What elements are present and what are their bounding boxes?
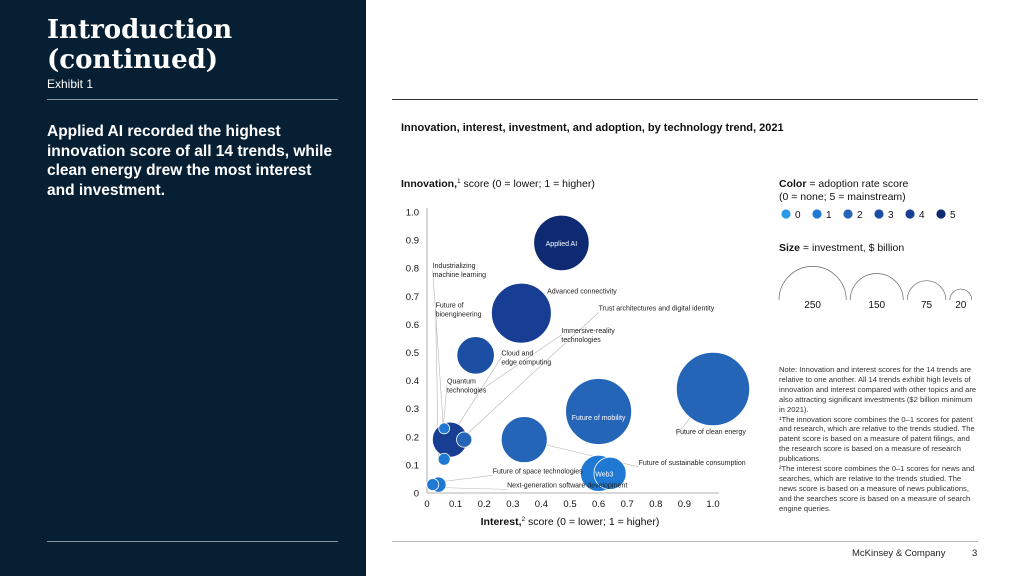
color-legend-swatch: [936, 209, 946, 219]
bubble-web3: [593, 456, 627, 490]
size-legend-label: 150: [868, 300, 885, 311]
bubble-label: Future of mobility: [572, 415, 626, 422]
size-legend-arc: [906, 280, 947, 301]
x-tick-label: 0.3: [506, 499, 519, 510]
left-divider-bottom: [47, 541, 338, 542]
bubble-label: Immersive-reality technologies: [561, 328, 615, 344]
color-legend-swatch: [781, 209, 791, 219]
x-tick-label: 0.5: [563, 499, 576, 510]
y-tick-label: 0.3: [406, 404, 419, 415]
bubble-future-of-mobility: [565, 378, 632, 445]
note-general: Note: Innovation and interest scores for…: [779, 365, 977, 414]
bubble-label: Trust architectures and digital identity: [599, 305, 715, 312]
note-interest: ²The interest score combines the 0–1 sco…: [779, 464, 975, 513]
size-legend-label: 250: [804, 300, 821, 311]
bubble-future-of-clean-energy: [675, 351, 751, 427]
chart-notes: Note: Innovation and interest scores for…: [779, 365, 977, 514]
size-legend-arc: [778, 266, 847, 301]
size-legend-label: 75: [921, 300, 933, 311]
leader-line: [478, 334, 562, 393]
x-axis-title: Interest,2 score (0 = lower; 1 = higher): [481, 516, 660, 528]
bubble-label: Future of space technologies: [493, 468, 583, 475]
bubble-label: Web3: [595, 471, 613, 478]
y-tick-label: 0.2: [406, 432, 419, 443]
x-tick-label: 0.7: [621, 499, 634, 510]
bubble-next-generation-software-development: [426, 478, 440, 491]
bubble-label: Industrializing machine learning: [433, 263, 486, 279]
left-panel: Introduction (continued) Exhibit 1 Appli…: [0, 0, 366, 576]
color-legend-swatch: [843, 209, 853, 219]
x-tick-label: 0.6: [592, 499, 605, 510]
y-axis-title: Innovation,1 score (0 = lower; 1 = highe…: [401, 178, 595, 190]
bubble-label: Advanced connectivity: [547, 288, 617, 295]
y-tick-label: 1.0: [406, 208, 419, 219]
bubble-label: Applied AI: [546, 241, 578, 248]
color-legend-label: 3: [888, 210, 894, 221]
bubble-cloud-and-edge-computing: [500, 416, 548, 463]
color-legend-title: Color = adoption rate score (0 = none; 5…: [779, 178, 979, 204]
bubble-label: Future of bioengineering: [436, 303, 482, 319]
left-divider-top: [47, 99, 338, 100]
color-legend-swatch: [905, 209, 915, 219]
color-legend-label: 4: [919, 210, 925, 221]
size-legend-label: 20: [955, 300, 967, 311]
note-innovation: ¹The innovation score combines the 0–1 s…: [779, 414, 975, 464]
x-tick-label: 0.9: [678, 499, 691, 510]
color-legend-swatch: [874, 209, 884, 219]
color-legend-label: 5: [950, 210, 956, 221]
footer-rule: [392, 541, 978, 542]
color-legend-label: 0: [795, 210, 801, 221]
y-tick-label: 0.6: [406, 320, 419, 331]
bubble-label: Next-generation software development: [507, 482, 627, 489]
x-tick-label: 1.0: [706, 499, 719, 510]
y-tick-label: 0.9: [406, 236, 419, 247]
y-tick-label: 0.7: [406, 292, 419, 303]
chart-title: Innovation, interest, investment, and ad…: [401, 122, 784, 134]
bubble-immersive-reality-technologies: [438, 422, 451, 435]
size-legend-title: Size = investment, $ billion: [779, 242, 905, 254]
bubble-label: Cloud and edge computing: [501, 350, 551, 366]
bubble-trust-architecture-and-digital-identity: [456, 431, 473, 448]
x-tick-label: 0.1: [449, 499, 462, 510]
chart-top-rule: [392, 99, 978, 100]
bubble-label: Quantum technologies: [447, 378, 487, 394]
x-tick-label: 0.4: [535, 499, 548, 510]
size-legend-arc: [949, 288, 973, 301]
headline: Applied AI recorded the highest innovati…: [47, 123, 333, 199]
bubble-quantum-technologies: [437, 452, 451, 466]
x-tick-label: 0.2: [478, 499, 491, 510]
bubble-future-of-bioengineering: [456, 336, 495, 375]
y-tick-label: 0.8: [406, 264, 419, 275]
color-legend-label: 1: [826, 210, 832, 221]
y-tick-label: 0.1: [406, 460, 419, 471]
footer-brand: McKinsey & Company: [852, 548, 946, 559]
color-legend-subtitle: (0 = none; 5 = mainstream): [779, 191, 906, 203]
leader-line: [432, 270, 445, 440]
exhibit-label: Exhibit 1: [47, 77, 94, 91]
page-number: 3: [972, 548, 978, 559]
bubble-label: Future of clean energy: [676, 429, 747, 436]
x-tick-label: 0.8: [649, 499, 662, 510]
page-title: Introduction (continued): [47, 15, 233, 75]
leader-line: [441, 475, 493, 483]
size-legend-arc: [849, 273, 904, 301]
y-tick-label: 0: [414, 489, 419, 500]
y-tick-label: 0.5: [406, 348, 419, 359]
bubble-label: Future of sustainable consumption: [639, 460, 746, 467]
y-tick-label: 0.4: [406, 376, 419, 387]
color-legend-swatch: [812, 209, 822, 219]
bubble-applied-ai: [533, 214, 590, 272]
bubble-advanced-connectivity: [491, 282, 552, 344]
leader-line: [466, 312, 599, 435]
color-legend-label: 2: [857, 210, 863, 221]
x-tick-label: 0: [424, 499, 429, 510]
